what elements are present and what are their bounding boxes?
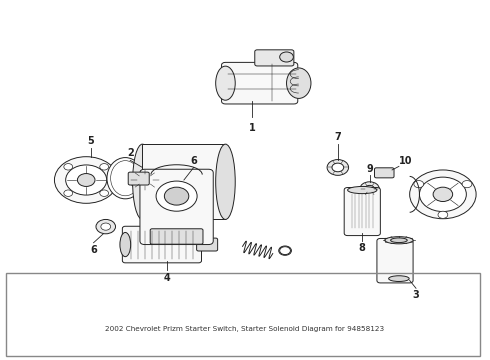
FancyBboxPatch shape xyxy=(128,172,149,185)
Bar xyxy=(143,144,225,220)
Text: 9: 9 xyxy=(366,164,373,174)
Circle shape xyxy=(66,165,107,195)
Circle shape xyxy=(96,220,116,234)
Ellipse shape xyxy=(170,180,188,202)
Text: 1: 1 xyxy=(249,123,256,132)
Ellipse shape xyxy=(279,246,292,255)
Ellipse shape xyxy=(287,68,311,98)
Circle shape xyxy=(419,177,466,212)
Ellipse shape xyxy=(216,144,235,220)
Ellipse shape xyxy=(385,237,413,244)
Circle shape xyxy=(100,190,109,197)
Text: 10: 10 xyxy=(399,156,413,166)
Ellipse shape xyxy=(107,158,144,199)
Circle shape xyxy=(64,163,73,170)
FancyBboxPatch shape xyxy=(150,229,203,244)
Circle shape xyxy=(280,52,294,62)
Ellipse shape xyxy=(280,247,291,255)
Circle shape xyxy=(410,170,476,219)
Text: 6: 6 xyxy=(90,244,97,255)
Circle shape xyxy=(164,187,189,205)
Circle shape xyxy=(156,181,197,211)
FancyBboxPatch shape xyxy=(377,238,413,283)
FancyBboxPatch shape xyxy=(122,226,201,263)
Circle shape xyxy=(100,163,109,170)
FancyBboxPatch shape xyxy=(255,50,294,66)
Text: 6: 6 xyxy=(190,156,197,166)
Circle shape xyxy=(101,223,111,230)
Bar xyxy=(5,273,480,356)
Text: 5: 5 xyxy=(88,136,95,146)
FancyBboxPatch shape xyxy=(140,169,213,244)
Circle shape xyxy=(462,180,472,188)
Text: 4: 4 xyxy=(164,273,170,283)
Text: 7: 7 xyxy=(335,132,341,142)
Circle shape xyxy=(332,163,343,172)
FancyBboxPatch shape xyxy=(344,188,380,235)
Ellipse shape xyxy=(216,66,235,100)
Circle shape xyxy=(77,174,95,186)
Circle shape xyxy=(54,157,118,203)
FancyBboxPatch shape xyxy=(374,168,394,178)
Circle shape xyxy=(327,159,348,175)
Circle shape xyxy=(438,211,448,219)
Circle shape xyxy=(433,187,453,202)
Ellipse shape xyxy=(389,276,409,282)
FancyBboxPatch shape xyxy=(196,238,218,251)
FancyBboxPatch shape xyxy=(221,62,298,104)
Circle shape xyxy=(130,169,159,191)
Circle shape xyxy=(64,190,73,197)
Ellipse shape xyxy=(391,238,407,243)
Text: 2002 Chevrolet Prizm Starter Switch, Starter Solenoid Diagram for 94858123: 2002 Chevrolet Prizm Starter Switch, Sta… xyxy=(105,326,385,332)
Ellipse shape xyxy=(120,233,131,257)
Circle shape xyxy=(365,185,374,193)
Circle shape xyxy=(414,180,424,188)
Circle shape xyxy=(360,182,379,196)
Text: 8: 8 xyxy=(359,243,366,253)
Ellipse shape xyxy=(111,161,140,196)
Ellipse shape xyxy=(133,144,152,220)
Circle shape xyxy=(137,174,153,186)
Ellipse shape xyxy=(347,186,377,194)
Ellipse shape xyxy=(173,184,184,198)
Text: 3: 3 xyxy=(413,290,419,300)
Text: 2: 2 xyxy=(127,148,134,158)
